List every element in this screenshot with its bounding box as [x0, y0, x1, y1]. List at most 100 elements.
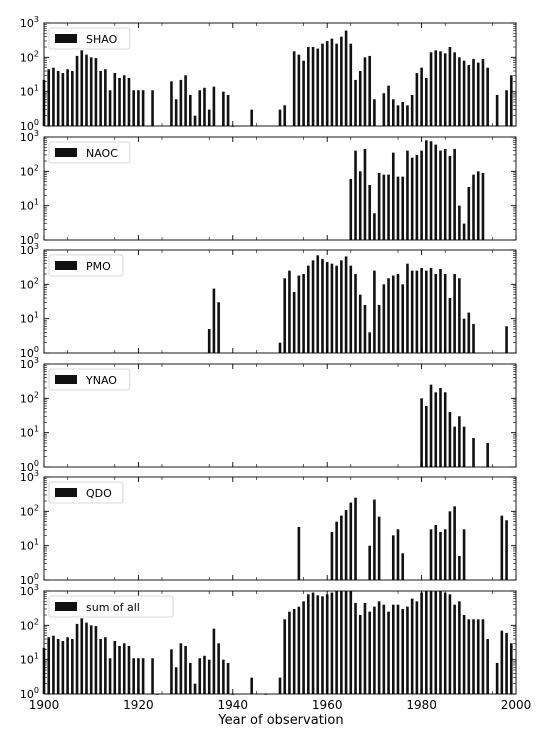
y-tick-base: 10	[20, 585, 34, 598]
bar	[311, 260, 315, 353]
y-tick-base: 10	[20, 505, 34, 518]
y-tick-exponent: 1	[34, 652, 39, 661]
bar	[151, 658, 154, 694]
bar	[439, 268, 442, 353]
panel-frame	[43, 22, 517, 127]
bar	[170, 649, 173, 694]
bar	[212, 628, 216, 694]
y-tick-base: 10	[20, 471, 34, 484]
y-tick-base: 10	[20, 461, 34, 474]
bar	[368, 55, 371, 126]
bar	[108, 90, 112, 126]
bar	[373, 99, 376, 126]
bar	[439, 150, 442, 240]
bar	[292, 291, 296, 353]
bar	[61, 72, 65, 126]
bar	[349, 265, 353, 353]
bar	[283, 105, 287, 126]
bar	[387, 85, 390, 126]
bar	[71, 639, 74, 694]
bar	[410, 598, 414, 694]
bar	[415, 270, 419, 353]
bar	[118, 646, 121, 694]
bar	[278, 109, 282, 126]
bar	[453, 604, 456, 694]
bar	[250, 109, 253, 126]
bar	[349, 591, 353, 694]
bar	[396, 105, 400, 126]
legend-box	[48, 27, 131, 50]
bar	[472, 437, 475, 467]
bar	[344, 509, 348, 580]
bar	[448, 511, 452, 580]
bar	[401, 284, 405, 353]
y-tick-base: 10	[20, 688, 34, 701]
bar	[349, 178, 353, 240]
bar	[330, 38, 334, 126]
y-tick-label: 101	[20, 425, 39, 440]
y-tick-label: 102	[20, 49, 39, 64]
bar	[434, 591, 438, 694]
bar	[368, 545, 371, 580]
bar	[212, 86, 216, 126]
bar	[391, 535, 395, 580]
bar	[505, 520, 508, 580]
y-tick-base: 10	[20, 619, 34, 632]
bar	[387, 174, 390, 240]
bar	[429, 529, 433, 580]
bar	[472, 58, 475, 126]
bar	[66, 637, 69, 694]
bar	[354, 497, 357, 580]
bar	[174, 99, 178, 126]
y-tick-exponent: 0	[34, 572, 39, 581]
bar	[94, 58, 98, 126]
bar	[396, 529, 400, 580]
bar	[344, 30, 348, 126]
bar	[439, 532, 442, 580]
bar	[448, 298, 452, 353]
bar	[495, 94, 499, 126]
bar	[429, 591, 433, 694]
bar	[222, 659, 225, 694]
bar	[505, 326, 508, 353]
bar	[391, 152, 395, 240]
bar	[297, 526, 301, 580]
y-tick-label: 103	[20, 469, 39, 484]
bar	[132, 658, 135, 694]
bar	[340, 515, 343, 580]
bar	[283, 619, 287, 694]
y-tick-base: 10	[20, 654, 34, 667]
bar	[439, 51, 442, 126]
bar	[439, 591, 442, 694]
bar	[391, 99, 395, 126]
bar	[307, 594, 310, 694]
y-tick-exponent: 1	[34, 538, 39, 547]
bar	[406, 606, 409, 694]
y-tick-label: 102	[20, 390, 39, 405]
bar	[377, 172, 381, 240]
bar	[127, 646, 131, 694]
bar	[429, 384, 433, 467]
bar	[391, 604, 395, 694]
y-tick-label: 101	[20, 538, 39, 553]
bar	[425, 78, 428, 126]
bar	[368, 332, 371, 353]
legend-box	[48, 368, 131, 391]
bar	[387, 278, 390, 353]
bar	[226, 662, 230, 694]
bar	[108, 658, 112, 694]
bar	[373, 270, 376, 353]
y-tick-label: 100	[20, 572, 39, 587]
bar	[141, 90, 145, 126]
bar	[481, 619, 485, 694]
bar	[458, 57, 461, 126]
bar	[189, 662, 192, 694]
bar	[292, 608, 296, 694]
y-tick-base: 10	[20, 200, 34, 213]
bar	[429, 52, 433, 126]
bar	[47, 69, 51, 126]
bar	[401, 608, 405, 694]
